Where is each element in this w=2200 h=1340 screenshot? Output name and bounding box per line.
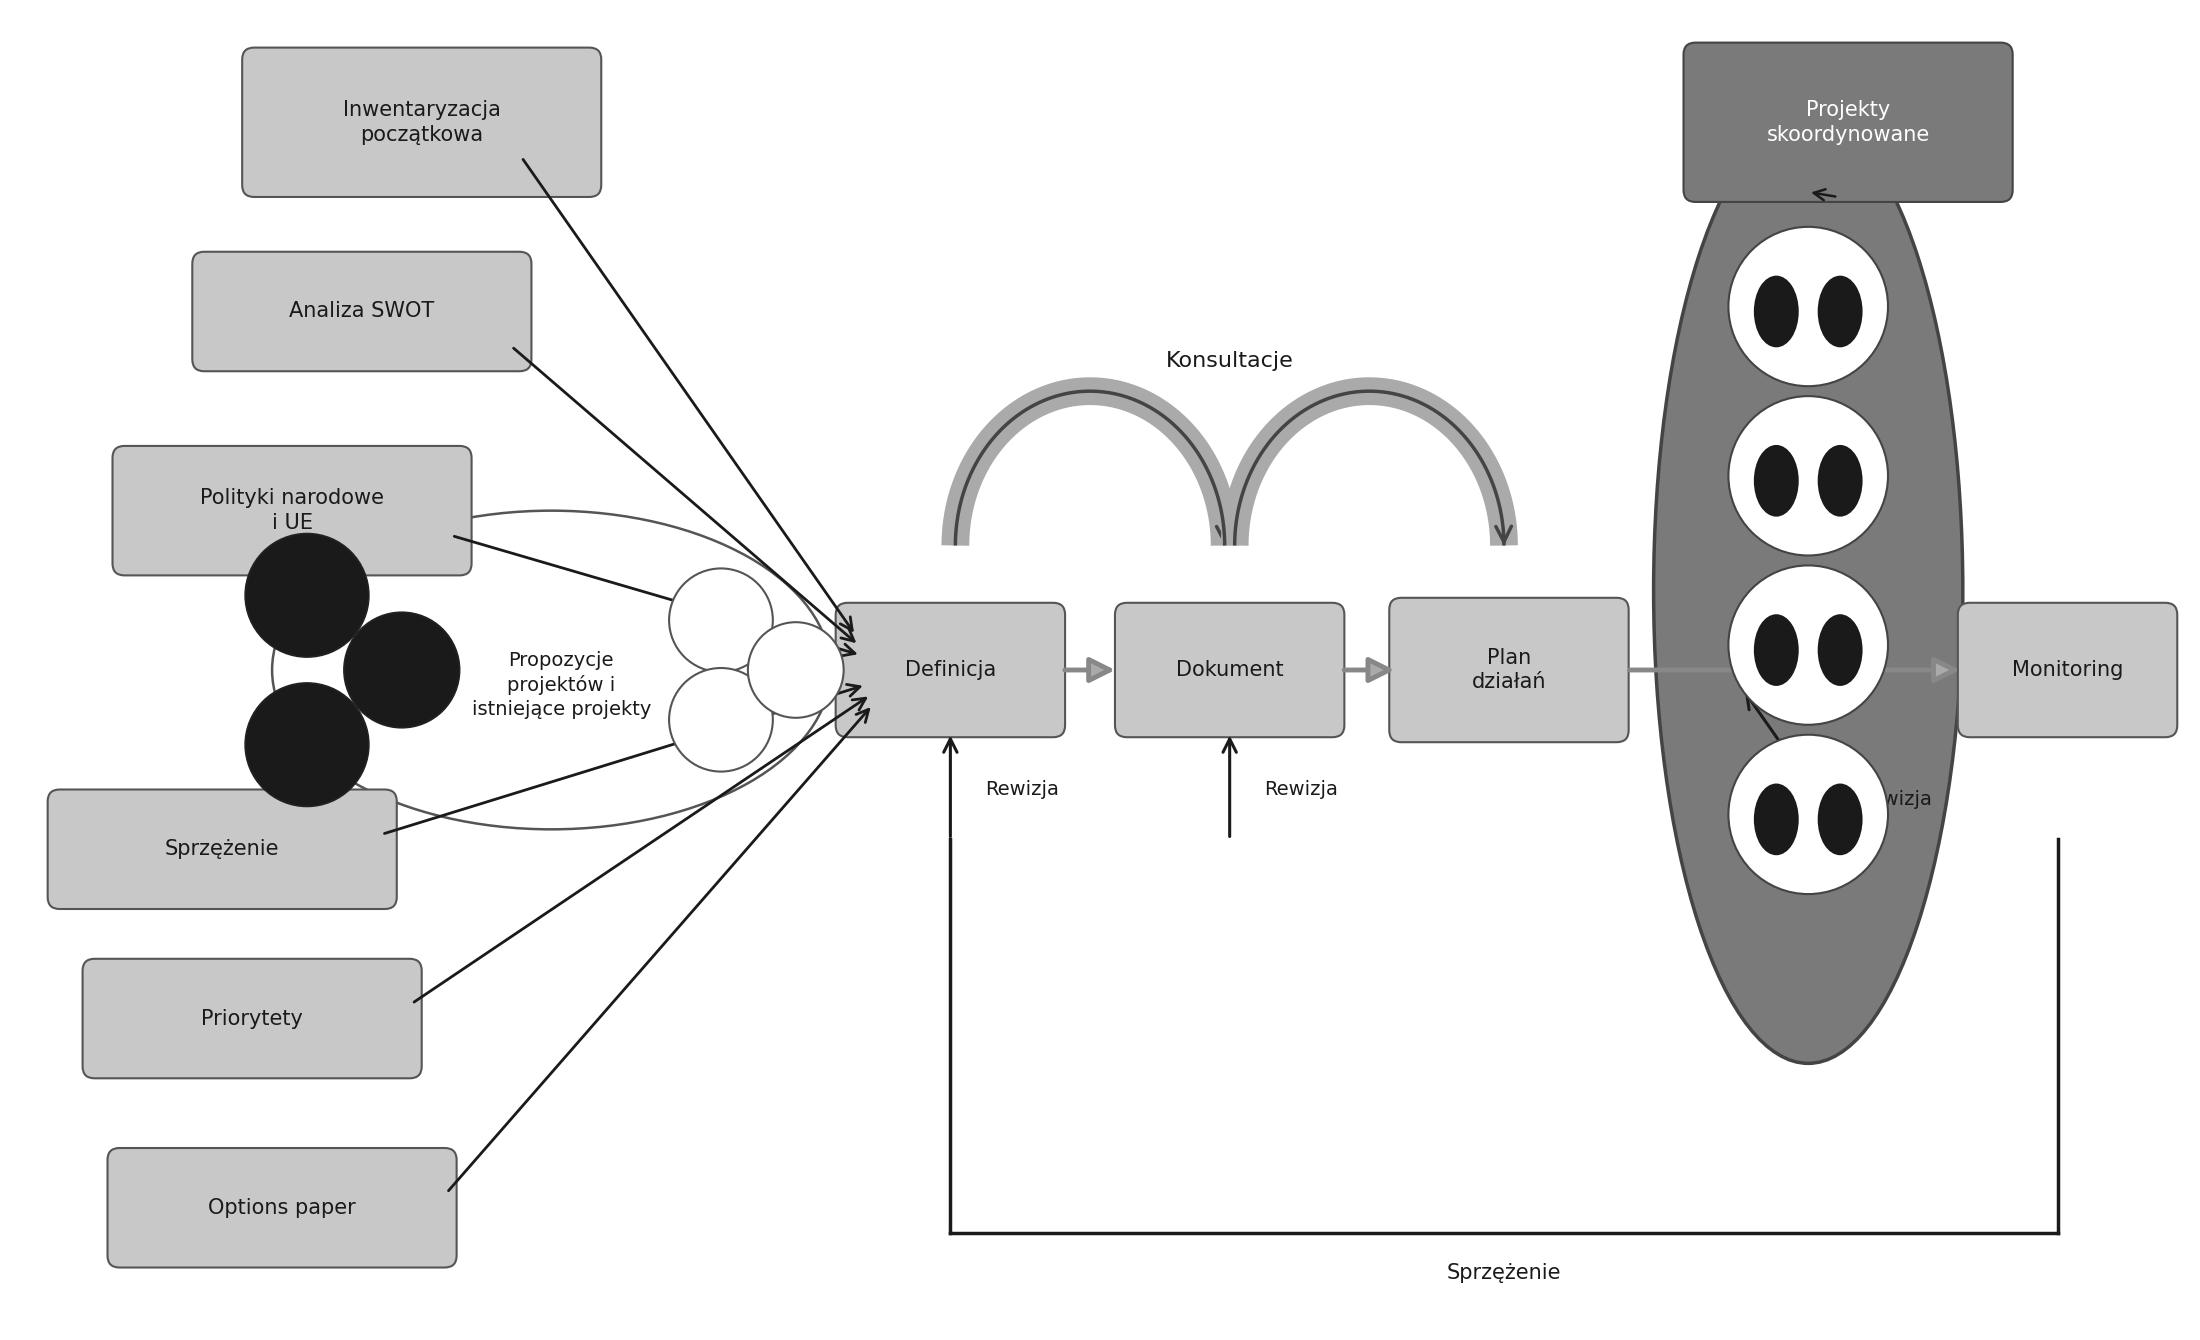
- Text: Sprzężenie: Sprzężenie: [1448, 1262, 1562, 1282]
- Ellipse shape: [1817, 445, 1863, 517]
- Text: Analiza SWOT: Analiza SWOT: [288, 302, 433, 322]
- Text: Propozycje
projektów i
istniejące projekty: Propozycje projektów i istniejące projek…: [471, 651, 651, 718]
- Circle shape: [669, 669, 772, 772]
- Text: Plan
działań: Plan działań: [1472, 647, 1547, 693]
- Text: Rewizja: Rewizja: [986, 780, 1058, 799]
- Ellipse shape: [1654, 118, 1962, 1064]
- FancyBboxPatch shape: [836, 603, 1065, 737]
- Text: Definicja: Definicja: [904, 661, 997, 679]
- Ellipse shape: [1753, 614, 1800, 686]
- Circle shape: [1729, 226, 1888, 386]
- Text: Rewizja: Rewizja: [1265, 780, 1338, 799]
- Circle shape: [1729, 734, 1888, 894]
- Text: Projekty
skoordynowane: Projekty skoordynowane: [1767, 100, 1929, 145]
- Text: Inwentaryzacja
początkowa: Inwentaryzacja początkowa: [343, 100, 502, 145]
- FancyBboxPatch shape: [1958, 603, 2178, 737]
- Circle shape: [748, 622, 843, 718]
- Circle shape: [244, 533, 370, 657]
- FancyBboxPatch shape: [242, 48, 601, 197]
- FancyBboxPatch shape: [48, 789, 396, 909]
- Circle shape: [1729, 565, 1888, 725]
- Ellipse shape: [1753, 445, 1800, 517]
- Ellipse shape: [1817, 784, 1863, 855]
- FancyBboxPatch shape: [112, 446, 471, 575]
- Circle shape: [343, 612, 460, 728]
- Text: Options paper: Options paper: [209, 1198, 356, 1218]
- Text: Dokument: Dokument: [1175, 661, 1283, 679]
- Ellipse shape: [273, 511, 832, 829]
- Ellipse shape: [1817, 614, 1863, 686]
- FancyBboxPatch shape: [1683, 43, 2013, 202]
- Text: Konsultacje: Konsultacje: [1166, 351, 1294, 371]
- Circle shape: [669, 568, 772, 671]
- Text: Sprzężenie: Sprzężenie: [165, 839, 279, 859]
- Text: Polityki narodowe
i UE: Polityki narodowe i UE: [200, 488, 385, 533]
- Circle shape: [1729, 397, 1888, 556]
- FancyBboxPatch shape: [191, 252, 532, 371]
- Ellipse shape: [1753, 276, 1800, 347]
- Circle shape: [244, 683, 370, 807]
- FancyBboxPatch shape: [108, 1148, 458, 1268]
- Ellipse shape: [1817, 276, 1863, 347]
- FancyBboxPatch shape: [1115, 603, 1344, 737]
- FancyBboxPatch shape: [1388, 598, 1628, 742]
- Ellipse shape: [1753, 784, 1800, 855]
- FancyBboxPatch shape: [84, 959, 422, 1079]
- Text: Priorytety: Priorytety: [200, 1009, 304, 1029]
- Text: Rewizja: Rewizja: [1859, 791, 1932, 809]
- Text: Monitoring: Monitoring: [2011, 661, 2123, 679]
